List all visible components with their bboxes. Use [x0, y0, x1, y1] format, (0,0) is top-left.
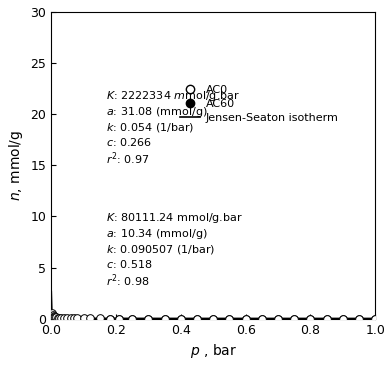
X-axis label: $p$ , bar: $p$ , bar [190, 342, 237, 360]
Y-axis label: $n$, mmol/g: $n$, mmol/g [7, 130, 25, 201]
Legend: AC0, AC60, Jensen-Seaton isotherm: AC0, AC60, Jensen-Seaton isotherm [180, 85, 338, 123]
Text: $K$: 2222334 $m$mol/g.bar
$a$: 31.08 (mmol/g)
$k$: 0.054 (1/bar)
$c$: 0.266
$r^2: $K$: 2222334 $m$mol/g.bar $a$: 31.08 (mm… [106, 88, 240, 167]
Text: $K$: 80111.24 mmol/g.bar
$a$: 10.34 (mmol/g)
$k$: 0.090507 (1/bar)
$c$: 0.518
$r: $K$: 80111.24 mmol/g.bar $a$: 10.34 (mmo… [106, 211, 243, 290]
